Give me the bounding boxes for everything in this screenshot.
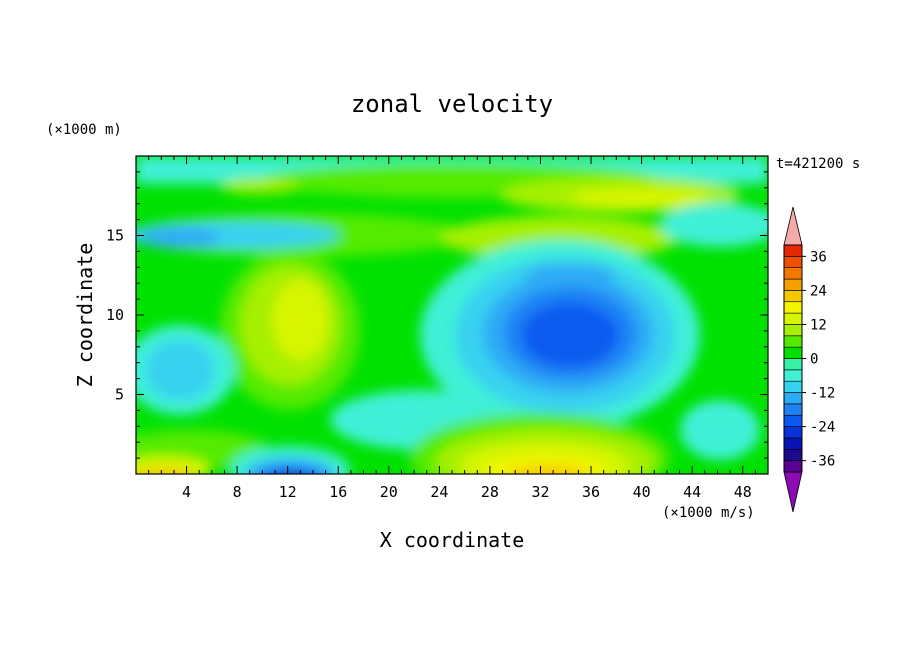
colorbar-swatch (783, 312, 803, 325)
axis-ticks (136, 156, 768, 474)
colorbar-swatch (783, 335, 803, 348)
x-tick-label: 8 (233, 483, 242, 501)
x-tick-labels: 4 8 12 16 20 24 28 32 36 40 44 48 (182, 483, 752, 501)
colorbar-swatch (783, 324, 803, 337)
colorbar-tick-label: 36 (810, 249, 827, 265)
x-tick-label: 40 (633, 483, 651, 501)
x-tick-label: 28 (481, 483, 499, 501)
colorbar-swatch (783, 403, 803, 416)
y-tick-label: 15 (106, 227, 124, 245)
colorbar-swatch (783, 267, 803, 280)
colorbar-tick-label: -12 (810, 386, 835, 402)
colorbar-tick-label: -24 (810, 420, 835, 436)
x-tick-label: 12 (279, 483, 297, 501)
x-tick-label: 44 (683, 483, 701, 501)
time-label: t=421200 s (776, 156, 860, 172)
colorbar-swatch (783, 448, 803, 461)
colorbar-tick-label: -36 (810, 454, 835, 470)
colorbar-swatch (783, 460, 803, 473)
colorbar-labels: 36 24 12 0 -12 -24 -36 (802, 249, 835, 470)
y-tick-labels: 5 10 15 (106, 227, 124, 404)
colorbar-tick-label: 0 (810, 352, 818, 368)
y-axis-label: Z coordinate (73, 243, 97, 388)
x-tick-label: 4 (182, 483, 191, 501)
colorbar-swatch (783, 369, 803, 382)
y-tick-label: 5 (115, 386, 124, 404)
colorbar-swatch (783, 426, 803, 439)
x-tick-label: 20 (380, 483, 398, 501)
colorbar-swatch (783, 380, 803, 393)
colorbar-swatch (783, 244, 803, 257)
y-unit-label: (×1000 m) (46, 122, 122, 138)
colorbar-extend-low (783, 471, 803, 513)
x-tick-label: 16 (329, 483, 347, 501)
colorbar-swatch (783, 346, 803, 359)
colorbar-swatch (783, 301, 803, 314)
x-unit-label: (×1000 m/s) (662, 505, 755, 521)
x-tick-label: 32 (531, 483, 549, 501)
colorbar-swatch (783, 290, 803, 303)
colorbar-tick-label: 12 (810, 317, 827, 333)
colorbar-swatch (783, 256, 803, 269)
colorbar-swatch (783, 437, 803, 450)
colorbar (783, 206, 803, 513)
chart-title: zonal velocity (351, 90, 553, 118)
contour-field (136, 156, 768, 474)
colorbar-tick-label: 24 (810, 283, 827, 299)
x-tick-label: 48 (734, 483, 752, 501)
colorbar-extend-high (783, 206, 803, 246)
y-tick-label: 10 (106, 306, 124, 324)
colorbar-swatch (783, 392, 803, 405)
x-tick-label: 36 (582, 483, 600, 501)
x-tick-label: 24 (430, 483, 448, 501)
x-axis-label: X coordinate (380, 528, 525, 552)
colorbar-swatch (783, 278, 803, 291)
colorbar-swatch (783, 414, 803, 427)
colorbar-swatch (783, 358, 803, 371)
